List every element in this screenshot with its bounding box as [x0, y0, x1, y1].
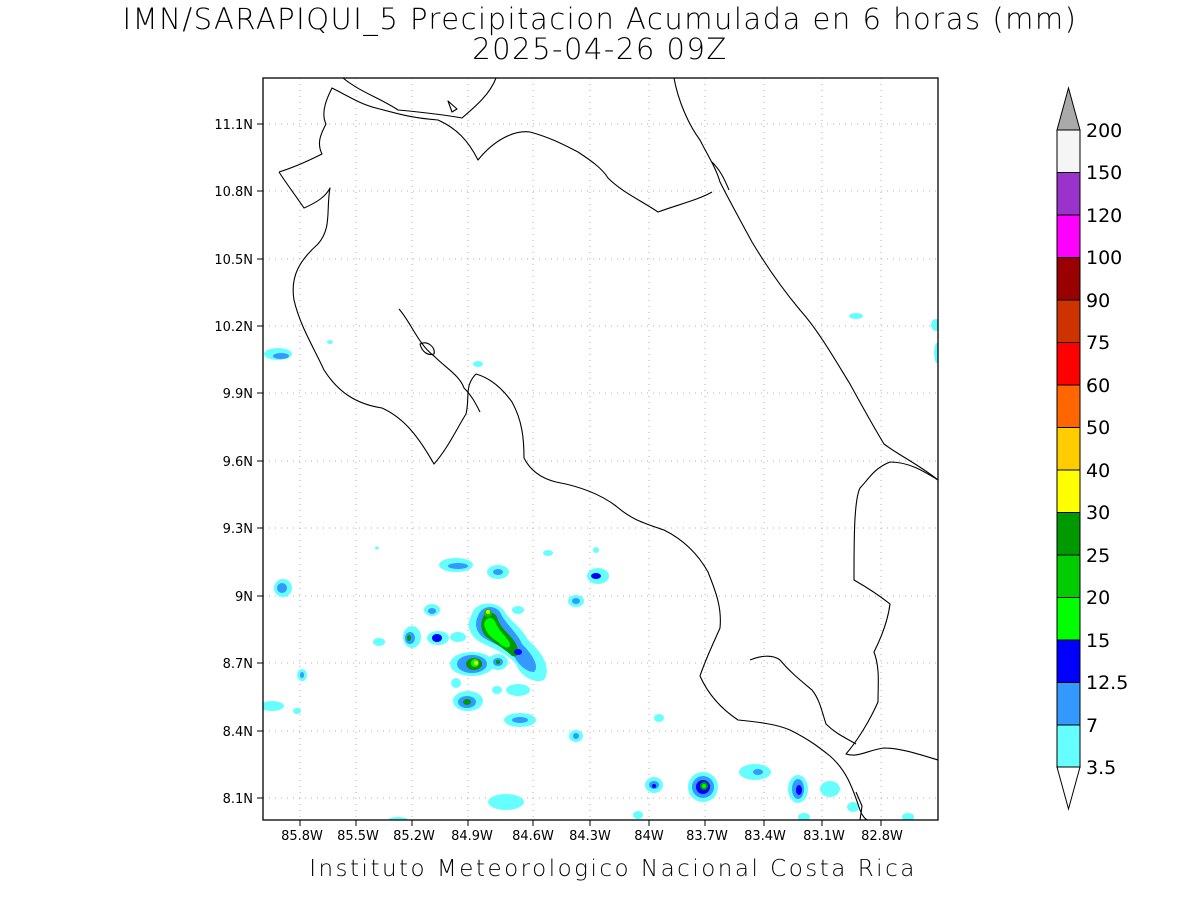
- colorbar-label: 60: [1086, 375, 1110, 397]
- lat-label: 10.8N: [214, 185, 253, 200]
- lat-label: 9.6N: [223, 455, 253, 470]
- precipitation-field: [263, 313, 938, 820]
- colorbar-label: 100: [1086, 247, 1122, 269]
- colorbar-label: 12.5: [1086, 672, 1128, 694]
- colorbar-cell-8: [1056, 427, 1081, 471]
- footer-credit: Instituto Meteorologico Nacional Costa R…: [309, 856, 917, 882]
- colorbar: 3.5 7 12.5 15 20 25 30 40 50 60 75 90 10…: [1056, 86, 1128, 811]
- map-date: 2025-04-26 09Z: [472, 32, 728, 66]
- lon-label: 84W: [634, 829, 664, 844]
- lon-label: 83.4W: [744, 829, 786, 844]
- colorbar-cell-6: [1056, 512, 1081, 556]
- colorbar-label: 25: [1086, 545, 1110, 567]
- colorbar-cell-1: [1056, 724, 1081, 768]
- lat-label: 9.9N: [223, 387, 253, 402]
- colorbar-cell-4: [1056, 597, 1081, 641]
- lon-label: 85.8W: [281, 829, 323, 844]
- lon-label: 84.9W: [451, 829, 493, 844]
- colorbar-label: 120: [1086, 205, 1122, 227]
- map-frame: [262, 77, 939, 821]
- lat-label: 11.1N: [214, 118, 253, 133]
- lon-label: 84.6W: [512, 829, 554, 844]
- lon-label: 83.7W: [686, 829, 728, 844]
- tick-marks: [257, 123, 882, 826]
- colorbar-label: 3.5: [1086, 757, 1116, 779]
- longitude-labels: 85.8W 85.5W 85.2W 84.9W 84.6W 84.3W 84W …: [281, 829, 903, 844]
- colorbar-label: 75: [1086, 332, 1110, 354]
- colorbar-cell-9: [1056, 384, 1081, 428]
- colorbar-cell-11: [1056, 299, 1081, 343]
- lat-label: 9N: [235, 590, 253, 605]
- lon-label: 82.8W: [861, 829, 903, 844]
- colorbar-cell-3: [1056, 639, 1081, 683]
- lat-label: 10.2N: [214, 320, 253, 335]
- colorbar-cell-13: [1056, 214, 1081, 258]
- lon-label: 83.1W: [803, 829, 845, 844]
- colorbar-top-arrow: [1056, 86, 1081, 131]
- colorbar-label: 150: [1086, 162, 1122, 184]
- latitude-labels: 11.1N 10.8N 10.5N 10.2N 9.9N 9.6N 9.3N 9…: [214, 118, 253, 807]
- colorbar-cell-14: [1056, 172, 1081, 216]
- colorbar-label: 200: [1086, 120, 1122, 142]
- map-title: IMN/SARAPIQUI_5 Precipitacion Acumulada …: [122, 2, 1078, 36]
- colorbar-cell-2: [1056, 682, 1081, 726]
- colorbar-label: 40: [1086, 460, 1110, 482]
- colorbar-label: 15: [1086, 630, 1110, 652]
- grid: [263, 78, 938, 820]
- colorbar-cell-10: [1056, 342, 1081, 386]
- lat-label: 9.3N: [223, 522, 253, 537]
- colorbar-cell-7: [1056, 469, 1081, 513]
- colorbar-cell-12: [1056, 257, 1081, 301]
- colorbar-label: 7: [1086, 715, 1098, 737]
- colorbar-cell-15: [1056, 129, 1081, 173]
- colorbar-label: 20: [1086, 587, 1110, 609]
- lon-label: 85.2W: [393, 829, 435, 844]
- lat-label: 8.1N: [223, 792, 253, 807]
- lat-label: 8.4N: [223, 725, 253, 740]
- colorbar-label: 30: [1086, 502, 1110, 524]
- colorbar-label: 90: [1086, 290, 1110, 312]
- lon-label: 84.3W: [569, 829, 611, 844]
- colorbar-cell-5: [1056, 554, 1081, 598]
- colorbar-label: 50: [1086, 417, 1110, 439]
- lat-label: 10.5N: [214, 253, 253, 268]
- lon-label: 85.5W: [337, 829, 379, 844]
- colorbar-bottom-arrow: [1056, 766, 1081, 811]
- coastlines: [278, 78, 938, 820]
- lat-label: 8.7N: [223, 657, 253, 672]
